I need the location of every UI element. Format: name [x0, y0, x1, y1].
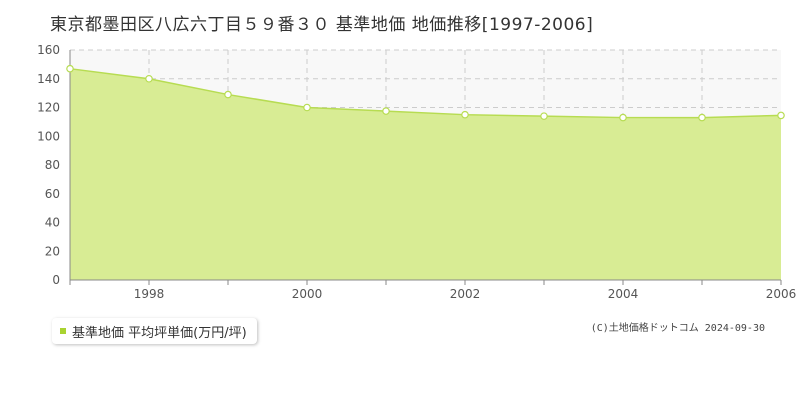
- y-tick-label: 0: [52, 273, 60, 287]
- series-area: [70, 68, 781, 280]
- credit-text: (C)土地価格ドットコム 2024-09-30: [590, 323, 765, 334]
- y-tick-label: 160: [37, 43, 60, 57]
- legend-swatch: [60, 328, 66, 334]
- tick-labels: 0 20 40 60 80 100 120 140 160 1998 2000 2002 2004 200…: [37, 43, 796, 301]
- data-point: [777, 111, 785, 120]
- data-point: [224, 90, 232, 99]
- data-point: [382, 107, 390, 115]
- data-point: [540, 112, 548, 120]
- x-tick-label: 1998: [134, 287, 165, 301]
- data-point: [145, 74, 153, 83]
- data-point: [66, 64, 74, 73]
- y-tick-label: 120: [37, 101, 60, 115]
- y-tick-label: 80: [45, 158, 60, 172]
- y-tick-label: 140: [37, 72, 60, 86]
- axes: [69, 50, 782, 285]
- data-points: [66, 64, 785, 122]
- y-tick-label: 100: [37, 129, 60, 143]
- data-point: [619, 113, 627, 122]
- legend: 基準地価 平均坪単価(万円/坪): [52, 318, 257, 344]
- data-point: [698, 113, 706, 122]
- data-point: [303, 103, 311, 112]
- y-tick-label: 40: [45, 216, 60, 230]
- x-tick-label: 2004: [608, 287, 639, 301]
- legend-label: 基準地価 平均坪単価(万円/坪): [72, 325, 247, 341]
- y-tick-label: 20: [45, 244, 60, 258]
- x-tick-label: 2006: [766, 287, 797, 301]
- data-area: [69, 67, 782, 280]
- chart-title: 東京都墨田区八広六丁目５９番３０ 基準地価 地価推移[1997-2006]: [50, 15, 594, 35]
- y-tick-label: 60: [45, 187, 60, 201]
- data-point: [461, 110, 469, 119]
- x-tick-label: 2000: [292, 287, 323, 301]
- series-line: [69, 67, 782, 119]
- x-tick-label: 2002: [450, 287, 481, 301]
